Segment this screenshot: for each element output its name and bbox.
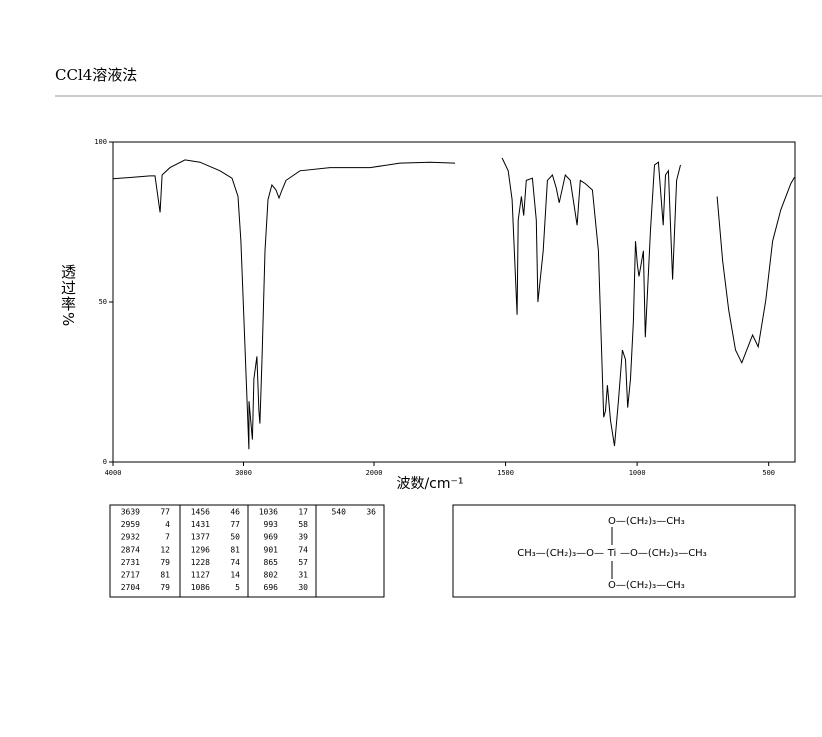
peak-transmittance: 39 [298,533,308,542]
peak-wavenumber: 2704 [121,583,140,592]
peak-wavenumber: 3639 [121,508,140,517]
peak-transmittance: 58 [298,520,308,529]
peak-transmittance: 79 [160,558,170,567]
x-tick-label: 3000 [235,469,252,477]
y-axis-label: 透过率% [59,264,77,328]
peak-transmittance: 74 [230,558,240,567]
ligand-bottom: O—(CH₂)₃—CH₃ [608,580,685,591]
structure-frame [452,504,796,598]
peak-transmittance: 12 [160,545,170,554]
center-atom: Ti [607,548,617,559]
peak-wavenumber: 1431 [191,520,210,529]
y-tick-label: 50 [99,298,107,306]
peak-transmittance: 50 [230,533,240,542]
peak-wavenumber: 540 [332,508,347,517]
peak-transmittance: 14 [230,571,240,580]
peak-transmittance: 77 [160,508,170,517]
peak-wavenumber: 2874 [121,545,140,554]
peak-wavenumber: 1296 [191,545,210,554]
peak-wavenumber: 1377 [191,533,210,542]
peak-wavenumber: 1456 [191,508,210,517]
peak-wavenumber: 2932 [121,533,140,542]
ligand-top: O—(CH₂)₃—CH₃ [608,516,685,527]
peak-wavenumber: 802 [264,571,279,580]
x-axis-label: 波数/cm⁻¹ [396,476,463,492]
peak-wavenumber: 2717 [121,571,140,580]
peak-transmittance: 57 [298,558,308,567]
ligand-right: —O—(CH₂)₃—CH₃ [620,548,707,559]
peak-wavenumber: 2731 [121,558,140,567]
x-tick-label: 500 [762,469,775,477]
spectrum-line [112,157,795,450]
peak-transmittance: 81 [230,545,240,554]
peak-transmittance: 46 [230,508,240,517]
x-tick-label: 2000 [366,469,383,477]
plot-frame [112,141,796,463]
peak-wavenumber: 901 [264,545,279,554]
peak-wavenumber: 1036 [259,508,278,517]
peak-transmittance: 17 [298,508,308,517]
peak-wavenumber: 1086 [191,583,210,592]
x-tick-label: 1500 [497,469,514,477]
peak-table-frame [109,504,385,598]
y-tick-label: 100 [94,138,107,146]
peak-wavenumber: 2959 [121,520,140,529]
y-tick-label: 0 [103,458,107,466]
x-tick-label: 1000 [629,469,646,477]
peak-transmittance: 79 [160,583,170,592]
x-tick-label: 4000 [105,469,122,477]
peak-wavenumber: 1127 [191,571,210,580]
peak-transmittance: 7 [165,533,170,542]
peak-wavenumber: 1228 [191,558,210,567]
peak-wavenumber: 993 [264,520,279,529]
peak-transmittance: 81 [160,571,170,580]
chart-title: CCl4溶液法 [55,66,137,84]
ligand-left: CH₃—(CH₂)₃—O— [517,548,604,559]
peak-transmittance: 5 [235,583,240,592]
peak-wavenumber: 696 [264,583,279,592]
peak-wavenumber: 865 [264,558,279,567]
peak-transmittance: 4 [165,520,170,529]
peak-transmittance: 31 [298,571,308,580]
peak-transmittance: 77 [230,520,240,529]
peak-transmittance: 74 [298,545,308,554]
peak-transmittance: 36 [366,508,376,517]
peak-wavenumber: 969 [264,533,279,542]
peak-transmittance: 30 [298,583,308,592]
